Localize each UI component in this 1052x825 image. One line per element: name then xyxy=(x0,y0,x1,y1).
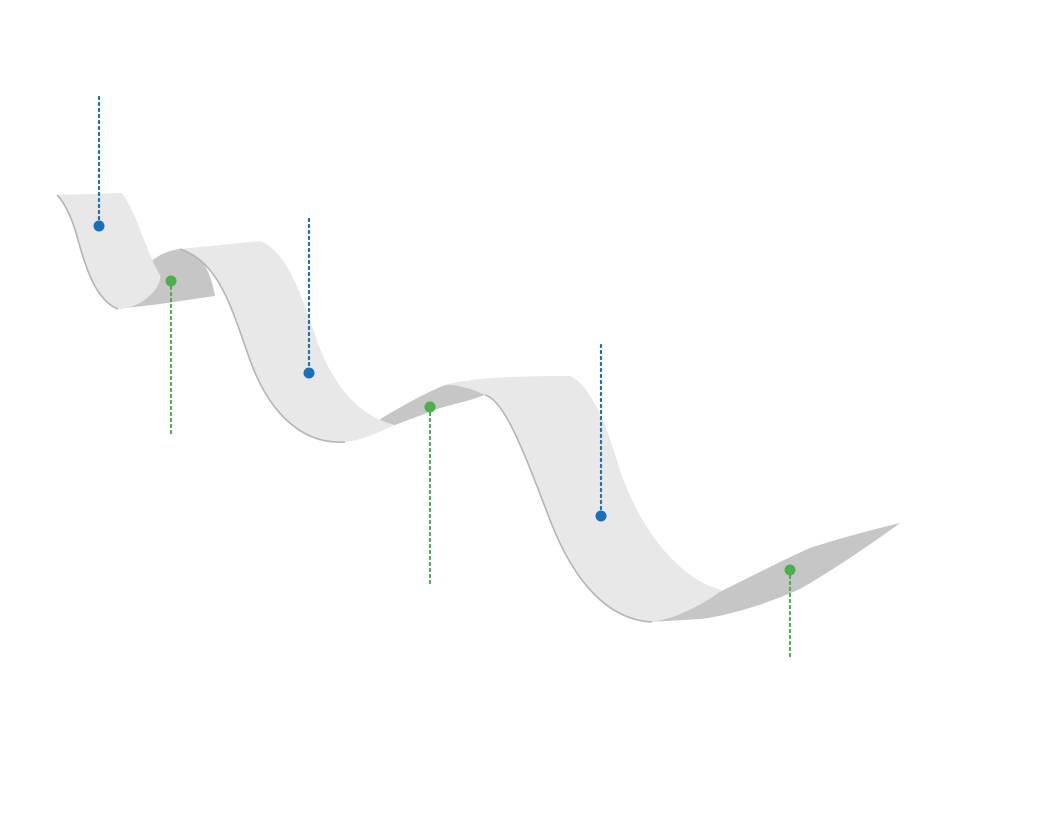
ribbon-front-segment-1 xyxy=(57,193,161,310)
marker-dot-6 xyxy=(784,564,796,576)
marker-dot-5 xyxy=(595,510,607,522)
marker-dot-1 xyxy=(93,220,105,232)
ribbon-front-segment-2 xyxy=(180,241,395,443)
ribbon-back-fold-3 xyxy=(650,523,900,622)
ribbon-edge-1 xyxy=(56,194,119,310)
marker-dot-3 xyxy=(303,367,315,379)
ribbon-edge-2 xyxy=(179,248,346,443)
ribbon-edges xyxy=(56,194,653,623)
ribbon-edge-3 xyxy=(484,394,653,623)
leader-lines xyxy=(97,95,792,659)
marker-dots xyxy=(93,220,796,576)
ribbon-front-segment-3 xyxy=(445,376,722,622)
marker-dot-4 xyxy=(424,401,436,413)
ribbon-front-faces xyxy=(57,193,722,622)
marker-dot-2 xyxy=(165,275,177,287)
